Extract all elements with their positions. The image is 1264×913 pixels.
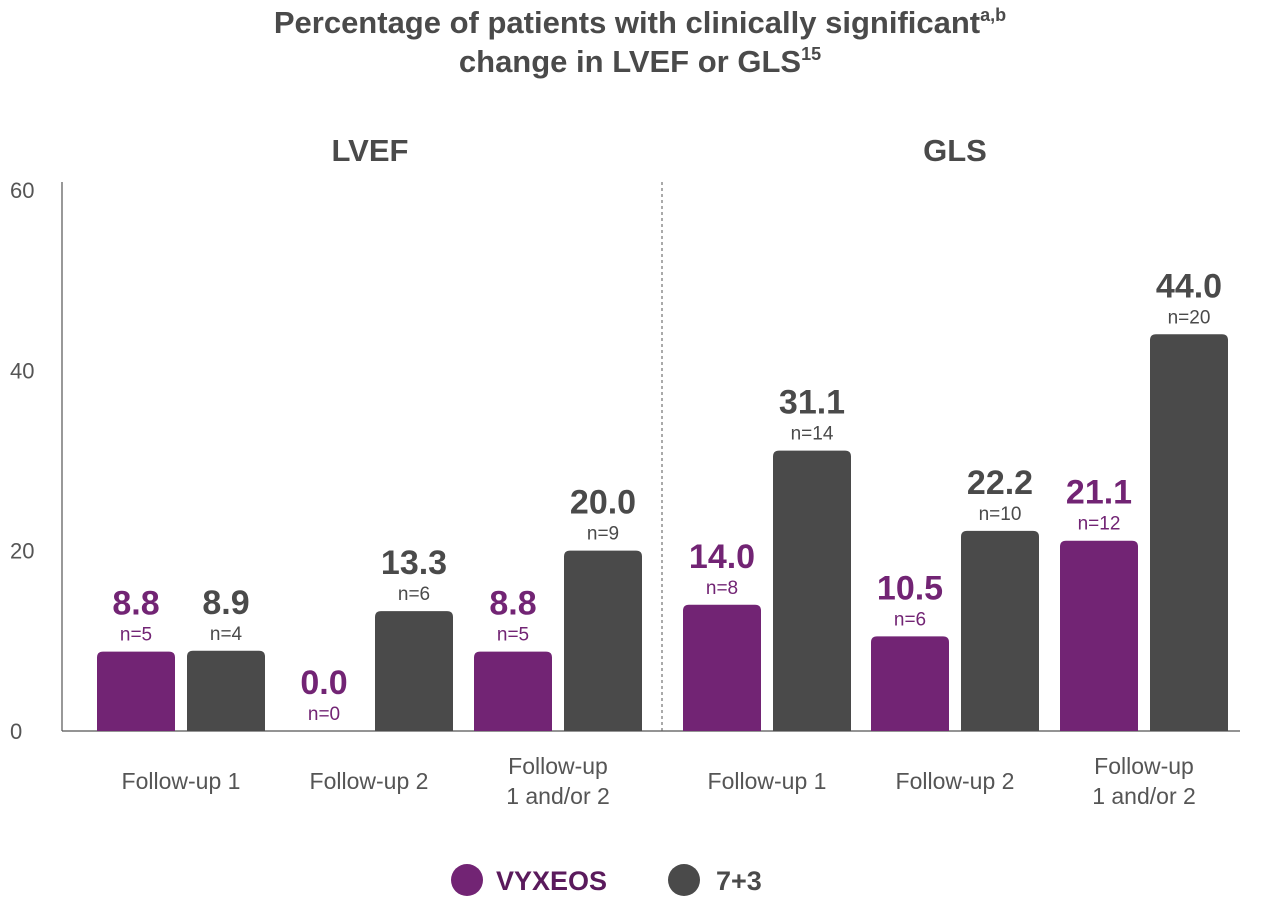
y-tick-label: 0: [10, 719, 22, 744]
chart-title-line-2: change in LVEF or GLS15: [459, 44, 821, 79]
bar-n-label: n=5: [120, 625, 152, 646]
bar-value-label: 8.9: [202, 584, 249, 622]
legend-swatch: [668, 864, 700, 896]
bar-value-label: 8.8: [489, 585, 536, 623]
bar-vyxeos: [683, 604, 761, 731]
bar-n-label: n=12: [1078, 514, 1121, 535]
x-category-label: Follow-up 2: [310, 768, 429, 794]
y-tick-label: 20: [10, 539, 34, 564]
bar-value-label: 31.1: [779, 384, 845, 422]
x-category-label: Follow-up 1: [122, 768, 241, 794]
bar-n-label: n=20: [1168, 307, 1211, 328]
chart-title-line-1: Percentage of patients with clinically s…: [274, 5, 1006, 40]
bar-n-label: n=6: [894, 609, 926, 630]
bar-n-label: n=5: [497, 625, 529, 646]
legend-label: VYXEOS: [496, 866, 607, 896]
bar-vyxeos: [871, 636, 949, 731]
bar-7plus3: [1150, 334, 1228, 731]
bar-value-label: 22.2: [967, 464, 1033, 502]
bar-value-label: 8.8: [112, 585, 159, 623]
x-category-label: Follow-up 1 and/or 2: [1092, 753, 1196, 809]
bars: 8.8n=58.9n=40.0n=013.3n=6 8.8n=520.0n=914…: [97, 267, 1228, 731]
bar-vyxeos: [474, 651, 552, 731]
bar-n-label: n=6: [398, 584, 430, 605]
bar-value-label: 44.0: [1156, 267, 1222, 305]
bar-n-label: n=10: [979, 504, 1022, 525]
bar-n-label: n=8: [706, 578, 738, 599]
bar-n-label: n=0: [308, 704, 340, 725]
bar-value-label: 0.0: [300, 664, 347, 702]
bar-value-label: 14.0: [689, 538, 755, 576]
bar-n-label: n=4: [210, 624, 243, 645]
bar-n-label: n=14: [791, 424, 834, 445]
bar-n-label: n=9: [587, 524, 619, 545]
bar-7plus3: [564, 550, 642, 731]
chart-title: Percentage of patients with clinically s…: [274, 5, 1006, 79]
bar-value-label: 10.5: [877, 569, 943, 607]
bar-7plus3: [773, 450, 851, 731]
x-category-label: Follow-up 2: [896, 768, 1015, 794]
bar-vyxeos: [97, 651, 175, 731]
x-category-label: Follow-up 1 and/or 2: [506, 753, 610, 809]
x-category-label: Follow-up 1: [708, 768, 827, 794]
bar-7plus3: [187, 650, 265, 731]
panel-title-gls: GLS: [923, 133, 987, 168]
y-tick-label: 40: [10, 358, 34, 383]
bar-7plus3: [375, 611, 453, 731]
legend: VYXEOS 7+3: [451, 864, 762, 896]
legend-swatch: [451, 864, 483, 896]
panel-title-lvef: LVEF: [332, 133, 409, 168]
bar-vyxeos: [1060, 540, 1138, 731]
axes: 0 20 40 60 LVEF Follow-up 1 Follow-up 2 Follow-…: [10, 133, 1240, 809]
bar-value-label: 13.3: [381, 544, 447, 582]
legend-label: 7+3: [716, 866, 762, 896]
y-tick-label: 60: [10, 178, 34, 203]
bar-value-label: 20.0: [570, 484, 636, 522]
bar-7plus3: [961, 530, 1039, 731]
bar-value-label: 21.1: [1066, 474, 1132, 512]
